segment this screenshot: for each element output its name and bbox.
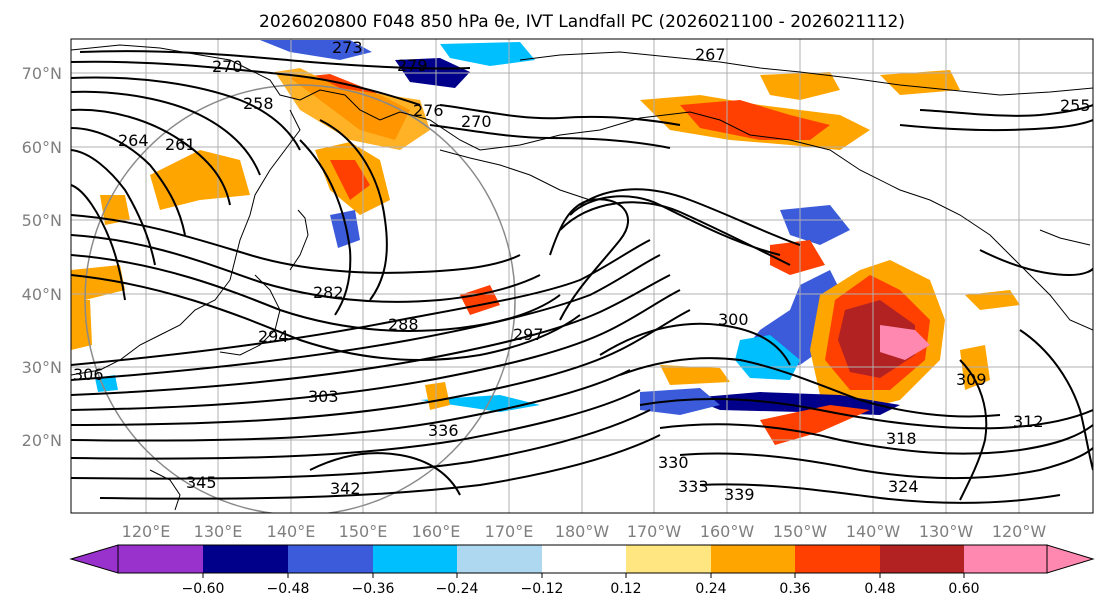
- contour-labels: 273 270 279 267 276 261 255 264 258 270 …: [73, 38, 1091, 504]
- shading-patch-red-alaska: [680, 100, 830, 140]
- shading-patch-blue-band: [640, 388, 720, 415]
- contour-label: 330: [658, 453, 689, 472]
- lon-label: 120°W: [992, 522, 1047, 541]
- contour-label: 324: [888, 477, 919, 496]
- colorbar: −0.60 −0.48 −0.36 −0.24 −0.12 0.12 0.24 …: [69, 544, 1095, 597]
- shading-patch-orange-south: [425, 382, 450, 410]
- colorbar-bin: [118, 545, 203, 573]
- colorbar-ticks: [202, 573, 965, 578]
- lat-label: 20°N: [22, 431, 62, 450]
- colorbar-bin: [457, 545, 542, 573]
- colorbar-extend-low: [69, 544, 119, 574]
- colorbar-tick-label: 0.36: [779, 581, 810, 597]
- colorbar-bin: [626, 545, 711, 573]
- colorbar-bin: [880, 545, 964, 573]
- longitude-labels: 120°E 130°E 140°E 150°E 160°E 170°E 180°…: [122, 522, 1047, 541]
- shading-patch-orange-east: [965, 290, 1020, 310]
- lon-label: 160°W: [700, 522, 755, 541]
- shading-patch-orange-leftlow: [71, 300, 92, 350]
- contour-label: 270: [212, 57, 243, 76]
- lon-label: 130°W: [919, 522, 974, 541]
- contour-label: 279: [397, 56, 428, 75]
- colorbar-tick-label: 0.60: [948, 581, 979, 597]
- lat-label: 30°N: [22, 358, 62, 377]
- contour-label: 318: [886, 429, 917, 448]
- lat-label: 70°N: [22, 64, 62, 83]
- contour-label: 339: [724, 485, 755, 504]
- lon-label: 160°E: [412, 522, 461, 541]
- contour-label: 294: [258, 327, 289, 346]
- shading-patch-orange-kamchatka: [275, 68, 430, 150]
- shading-patch-red-offshore: [770, 240, 825, 275]
- shading-patch-blue-arctic: [260, 40, 372, 60]
- colorbar-tick-label: −0.60: [182, 581, 225, 597]
- shading-patch-orange-west: [100, 195, 130, 225]
- contour-label: 342: [330, 479, 361, 498]
- contour-label: 309: [956, 370, 987, 389]
- lon-label: 130°E: [194, 522, 243, 541]
- contour-label: 261: [165, 135, 196, 154]
- colorbar-bin: [203, 545, 288, 573]
- shading-patch-blue-gulf: [780, 205, 850, 245]
- colorbar-tick-label: −0.48: [267, 581, 310, 597]
- contour-label: 276: [413, 101, 444, 120]
- colorbar-tick-label: 0.48: [864, 581, 895, 597]
- lon-label: 150°E: [339, 522, 388, 541]
- shading-patch-cyan-arctic: [440, 42, 535, 66]
- contour-label: 288: [388, 315, 419, 334]
- shading-patch-orange-lower: [660, 365, 730, 385]
- coastlines: [71, 44, 1093, 511]
- contour-label: 258: [243, 94, 274, 113]
- shading-patch-orange-siberia: [150, 150, 250, 210]
- contour-label: 282: [313, 283, 344, 302]
- shading-patch-red-okhotsk: [330, 160, 370, 200]
- contour-label: 300: [718, 310, 749, 329]
- contour-label: 297: [513, 325, 544, 344]
- contour-label: 303: [308, 387, 339, 406]
- map-frame: [70, 38, 1094, 514]
- colorbar-bin: [373, 545, 457, 573]
- contour-label: 255: [1060, 96, 1091, 115]
- colorbar-bin: [964, 545, 1047, 573]
- range-ring: [84, 84, 516, 513]
- lon-label: 120°E: [122, 522, 171, 541]
- lon-label: 180°W: [555, 522, 610, 541]
- contour-label: 312: [1013, 412, 1044, 431]
- lat-label: 40°N: [22, 285, 62, 304]
- colorbar-tick-label: −0.12: [521, 581, 564, 597]
- contour-label: 306: [73, 365, 104, 384]
- contour-label: 336: [428, 421, 459, 440]
- contour-label: 270: [461, 112, 492, 131]
- lon-label: 140°E: [267, 522, 316, 541]
- colorbar-tick-label: −0.36: [352, 581, 395, 597]
- colorbar-bin: [711, 545, 795, 573]
- colorbar-extend-high: [1046, 544, 1095, 574]
- lon-label: 170°W: [627, 522, 682, 541]
- colorbar-frame: [117, 544, 1048, 574]
- map-panel: 273 270 279 267 276 261 255 264 258 270 …: [71, 38, 1093, 513]
- contour-label: 345: [186, 473, 217, 492]
- colorbar-tick-label: 0.24: [695, 581, 726, 597]
- shading-patch-cyan-arc: [735, 335, 800, 380]
- figure-title: 2026020800 F048 850 hPa θe, IVT Landfall…: [259, 12, 905, 32]
- contour-label: 267: [695, 45, 726, 64]
- shading-patch-darkred-main: [838, 300, 915, 378]
- lon-label: 170°E: [485, 522, 534, 541]
- colorbar-bin: [542, 545, 626, 573]
- lat-label: 50°N: [22, 211, 62, 230]
- contour-label: 273: [332, 38, 363, 57]
- contour-label: 333: [678, 477, 709, 496]
- lat-label: 60°N: [22, 138, 62, 157]
- colorbar-tick-label: 0.12: [610, 581, 641, 597]
- colorbar-tick-label: −0.24: [436, 581, 479, 597]
- colorbar-bin: [795, 545, 880, 573]
- lon-label: 140°W: [846, 522, 901, 541]
- lon-label: 150°W: [773, 522, 828, 541]
- shading-patch-pink-main: [880, 325, 930, 360]
- theta-e-contours: [71, 50, 1093, 504]
- latitude-labels: 70°N 60°N 50°N 40°N 30°N 20°N: [22, 64, 62, 450]
- colorbar-bin: [288, 545, 373, 573]
- contour-label: 264: [118, 131, 149, 150]
